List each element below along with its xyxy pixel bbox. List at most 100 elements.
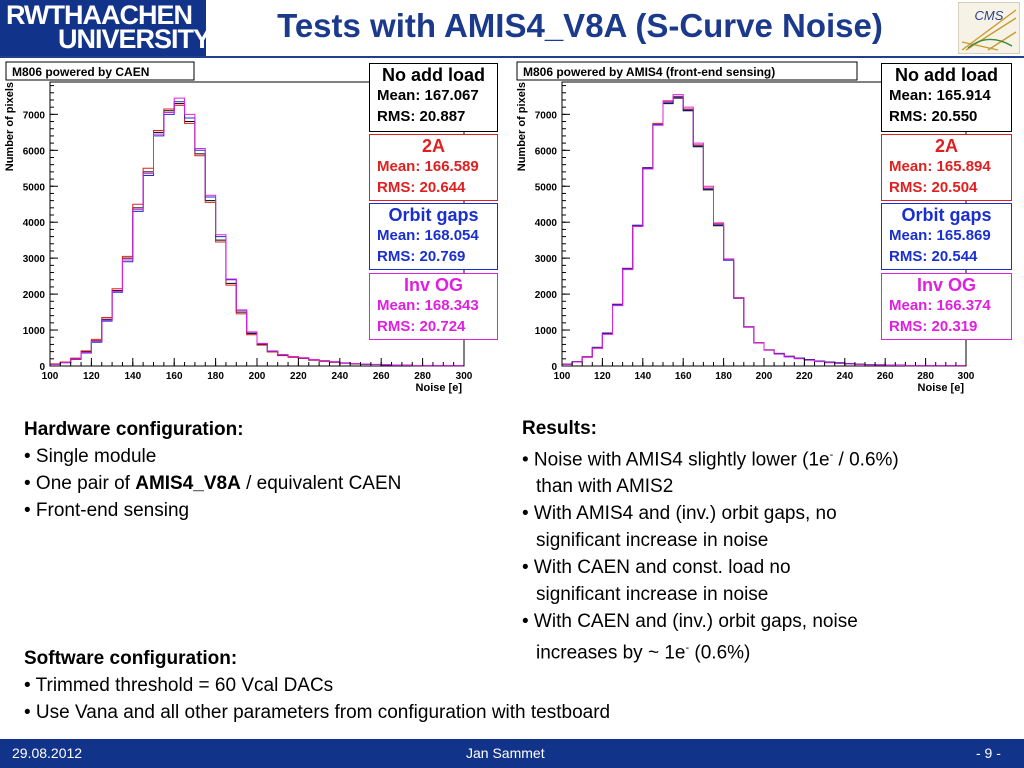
software-bullet-2: • Use Vana and all other parameters from… — [24, 702, 611, 723]
x-tick-label: 260 — [877, 371, 894, 382]
statbox-left-inv-og: Inv OG Mean: 168.343 RMS: 20.724 — [369, 273, 498, 340]
footer-author: Jan Sammet — [466, 745, 545, 761]
statbox-rms: RMS: 20.769 — [377, 248, 466, 265]
statbox-mean: Mean: 165.869 — [889, 227, 991, 244]
statbox-right-no-load: No add load Mean: 165.914 RMS: 20.550 — [881, 63, 1012, 132]
hardware-bullet-2-suffix: / equivalent CAEN — [240, 473, 402, 494]
result-1-sup: - — [829, 449, 834, 461]
result-4-sup: - — [685, 642, 690, 655]
x-tick-label: 120 — [83, 371, 100, 382]
statbox-mean: Mean: 166.589 — [377, 158, 479, 175]
statbox-title: Orbit gaps — [901, 205, 992, 225]
hardware-heading: Hardware configuration: — [24, 419, 244, 440]
statbox-left-orbit-gaps: Orbit gaps Mean: 168.054 RMS: 20.769 — [369, 203, 498, 270]
y-tick-label: 5000 — [535, 182, 558, 193]
plot-title: M806 powered by CAEN — [12, 65, 149, 79]
y-tick-label: 3000 — [23, 254, 46, 265]
series-line-3 — [561, 94, 967, 367]
statbox-title: 2A — [421, 136, 445, 156]
result-4-line-1: • With CAEN and (inv.) orbit gaps, noise — [522, 611, 858, 633]
histogram-amis4: M806 powered by AMIS4 (front-end sensing… — [516, 61, 975, 394]
cms-logo: CMS — [958, 2, 1020, 54]
x-tick-label: 300 — [958, 371, 975, 382]
statbox-rms: RMS: 20.550 — [889, 108, 978, 125]
slide-title: Tests with AMIS4_V8A (S-Curve Noise) — [277, 7, 883, 44]
logo-line-2: UNIVERSITY — [58, 24, 211, 54]
result-4-suffix: (0.6%) — [689, 642, 751, 664]
hardware-bullet-2-prefix: • One pair of — [24, 473, 136, 494]
hardware-config: Hardware configuration: • Single module … — [24, 416, 401, 524]
statbox-title: No add load — [382, 65, 485, 85]
x-tick-label: 160 — [166, 371, 183, 382]
statbox-title: Inv OG — [916, 275, 976, 295]
statbox-mean: Mean: 168.343 — [377, 297, 479, 314]
x-tick-label: 220 — [290, 371, 307, 382]
results-heading: Results: — [522, 418, 597, 439]
y-tick-label: 6000 — [535, 146, 558, 157]
histogram-caen: M806 powered by CAEN 100 120 140 160 180 200 22… — [4, 61, 473, 394]
software-heading: Software configuration: — [24, 648, 238, 669]
y-tick-label: 5000 — [23, 182, 46, 193]
x-tick-label: 180 — [207, 371, 224, 382]
statbox-title: Inv OG — [403, 275, 463, 295]
result-1-line-2: than with AMIS2 — [536, 476, 674, 498]
statbox-right-inv-og: Inv OG Mean: 166.374 RMS: 20.319 — [881, 273, 1012, 340]
x-axis-label: Noise [e] — [918, 382, 965, 394]
x-tick-label: 200 — [249, 371, 266, 382]
hardware-bullet-2: • One pair of AMIS4_V8A / equivalent CAE… — [24, 470, 401, 497]
result-3-line-1: • With CAEN and const. load no — [522, 557, 791, 579]
result-2-line-2: significant increase in noise — [536, 530, 769, 552]
statbox-rms: RMS: 20.544 — [889, 248, 978, 265]
y-tick-label: 7000 — [535, 110, 558, 121]
x-axis-label: Noise [e] — [416, 382, 463, 394]
result-1-suffix: / 0.6%) — [833, 449, 899, 471]
x-tick-label: 180 — [715, 371, 732, 382]
x-tick-label: 100 — [42, 371, 59, 382]
hardware-bullet-3: • Front-end sensing — [24, 500, 190, 521]
statbox-mean: Mean: 166.374 — [889, 297, 991, 314]
x-tick-label: 240 — [331, 371, 348, 382]
hardware-bullet-2-bold: AMIS4_V8A — [135, 473, 241, 494]
plot-title: M806 powered by AMIS4 (front-end sensing… — [523, 65, 775, 79]
statbox-rms: RMS: 20.724 — [377, 318, 466, 335]
x-tick-label: 240 — [836, 371, 853, 382]
statbox-rms: RMS: 20.319 — [889, 318, 978, 335]
footer-date: 29.08.2012 — [12, 745, 83, 761]
statbox-rms: RMS: 20.887 — [377, 108, 466, 125]
y-tick-label: 4000 — [23, 218, 46, 229]
y-axis-label: Number of pixels — [4, 82, 16, 171]
cms-logo-text: CMS — [975, 8, 1004, 23]
software-config: Software configuration: • Trimmed thresh… — [24, 645, 610, 726]
x-tick-label: 160 — [675, 371, 692, 382]
y-tick-label: 6000 — [23, 146, 46, 157]
statbox-left-no-load: No add load Mean: 167.067 RMS: 20.887 — [369, 63, 498, 132]
statbox-mean: Mean: 167.067 — [377, 87, 479, 104]
statbox-title: No add load — [895, 65, 998, 85]
x-tick-label: 280 — [917, 371, 934, 382]
x-tick-label: 260 — [373, 371, 390, 382]
slide-footer: 29.08.2012 Jan Sammet - 9 - — [0, 739, 1024, 768]
results: Results: • Noise with AMIS4 slightly low… — [522, 415, 899, 667]
footer-page-number: - 9 - — [976, 745, 1001, 761]
software-bullet-1: • Trimmed threshold = 60 Vcal DACs — [24, 675, 334, 696]
logo-line-1: RWTHAACHEN — [6, 0, 193, 30]
plot-title-box: M806 powered by CAEN — [5, 61, 195, 81]
hardware-bullet-1: • Single module — [24, 446, 157, 467]
y-tick-label: 1000 — [23, 326, 46, 337]
x-tick-label: 100 — [554, 371, 571, 382]
result-4-prefix: increases by ~ 1e — [536, 642, 686, 664]
x-tick-label: 300 — [456, 371, 473, 382]
y-tick-label: 0 — [551, 362, 557, 373]
result-1-prefix: • Noise with AMIS4 slightly lower (1e — [522, 449, 830, 471]
y-tick-label: 2000 — [535, 290, 558, 301]
x-tick-label: 120 — [594, 371, 611, 382]
statbox-left-2a: 2A Mean: 166.589 RMS: 20.644 — [369, 134, 498, 201]
statbox-mean: Mean: 168.054 — [377, 227, 479, 244]
x-tick-label: 140 — [634, 371, 651, 382]
statbox-right-orbit-gaps: Orbit gaps Mean: 165.869 RMS: 20.544 — [881, 203, 1012, 270]
y-tick-label: 4000 — [535, 218, 558, 229]
statbox-rms: RMS: 20.644 — [377, 179, 466, 196]
result-1-line-1: • Noise with AMIS4 slightly lower (1e- /… — [522, 442, 899, 473]
y-tick-label: 7000 — [23, 110, 46, 121]
x-tick-label: 140 — [124, 371, 141, 382]
